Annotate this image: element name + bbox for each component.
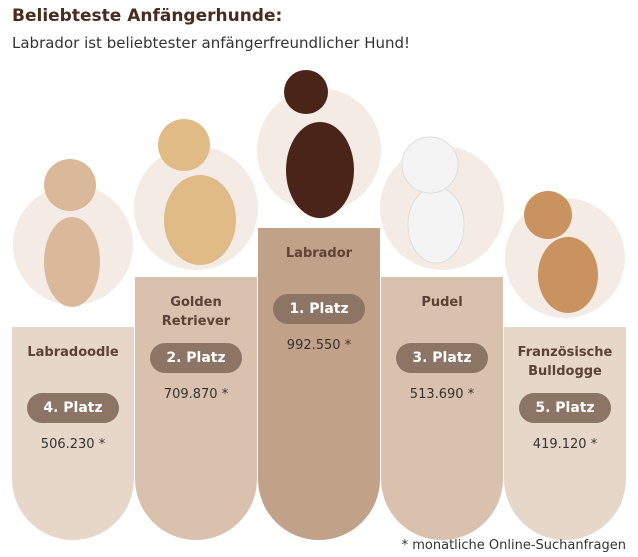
- dog-name: Labradoodle: [27, 345, 119, 360]
- dog-name: Labrador: [285, 246, 353, 261]
- podium: Französische Bulldogge 5. Platz 419.120 *: [504, 327, 626, 540]
- title: Beliebteste Anfängerhunde:: [12, 6, 283, 26]
- dog-name: Pudel: [421, 295, 463, 310]
- search-count: 419.120 *: [532, 437, 598, 452]
- podium: Labradoodle 4. Platz 506.230 *: [12, 327, 134, 540]
- podium: Pudel 3. Platz 513.690 *: [381, 277, 503, 540]
- rank-badge: 1. Platz: [273, 294, 365, 324]
- search-count: 513.690 *: [409, 387, 475, 402]
- dog-name: Golden Retriever: [161, 295, 231, 329]
- search-count: 506.230 *: [40, 437, 106, 452]
- dog-name: Französische Bulldogge: [517, 345, 613, 379]
- rank-badge: 2. Platz: [150, 343, 242, 373]
- podium: Golden Retriever 2. Platz 709.870 *: [135, 277, 257, 540]
- search-count: 709.870 *: [163, 387, 229, 402]
- search-count: 992.550 *: [286, 338, 352, 353]
- dog-illustrations: [13, 70, 625, 318]
- subtitle: Labrador ist beliebtester anfängerfreund…: [12, 34, 411, 52]
- rank-badge: 3. Platz: [396, 343, 488, 373]
- rank-badge: 5. Platz: [519, 393, 611, 423]
- rank-badge: 4. Platz: [27, 393, 119, 423]
- podium: Labrador 1. Platz 992.550 *: [258, 228, 380, 540]
- footnote: * monatliche Online-Suchanfragen: [401, 538, 626, 553]
